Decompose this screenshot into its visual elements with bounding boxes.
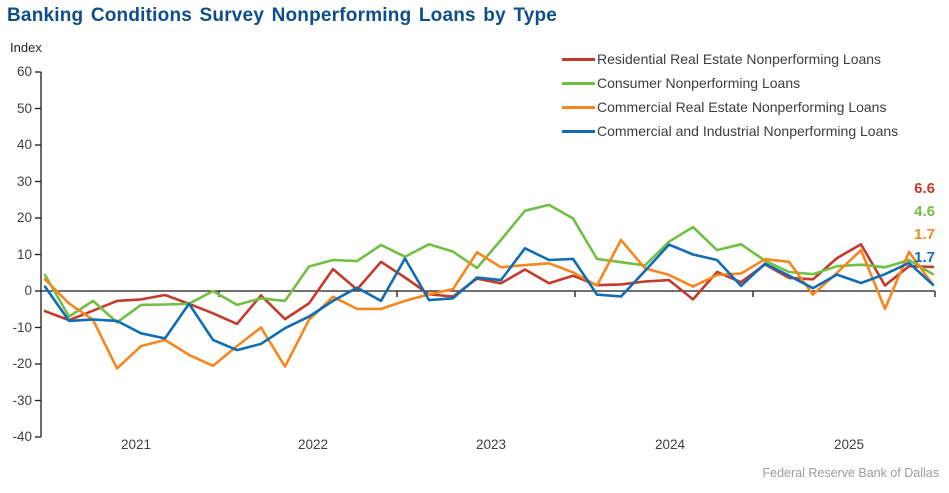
- end-value-label-commercial_industrial: 1.7: [914, 249, 935, 266]
- legend-line-swatch-consumer: [562, 81, 595, 85]
- y-tick-label: 10: [16, 246, 32, 262]
- x-year-label: 2024: [654, 437, 686, 452]
- legend-label: Commercial Real Estate Nonperforming Loa…: [597, 99, 887, 115]
- y-tick-label: 50: [16, 100, 32, 116]
- y-tick-label: 40: [16, 137, 32, 152]
- x-year-label: 2022: [297, 437, 329, 452]
- end-value-label-consumer: 4.6: [914, 203, 935, 220]
- legend-line-swatch-residential: [562, 57, 595, 61]
- y-axis-unit-label: Index: [10, 40, 42, 55]
- x-year-label: 2021: [120, 437, 152, 452]
- page-title: Banking Conditions Survey Nonperforming …: [7, 5, 558, 26]
- series-line-commercial_industrial: [43, 243, 935, 352]
- footer-credit: Federal Reserve Bank of Dallas: [762, 466, 939, 480]
- end-value-label-residential: 6.6: [914, 180, 935, 197]
- legend-line-swatch-commercial_re: [562, 105, 595, 109]
- series-line-consumer: [43, 203, 935, 324]
- y-tick-label: -30: [12, 392, 32, 408]
- legend-item-residential: Residential Real Estate Nonperforming Lo…: [562, 50, 881, 68]
- y-tick-label: 30: [16, 173, 32, 189]
- end-value-label-commercial_re: 1.7: [914, 226, 935, 243]
- y-tick-label: -10: [12, 319, 32, 335]
- series-line-commercial_re: [43, 238, 935, 370]
- y-tick-label: -20: [12, 356, 32, 371]
- legend-label: Consumer Nonperforming Loans: [597, 75, 801, 91]
- y-tick-label: 60: [16, 64, 32, 79]
- x-year-label: 2025: [833, 437, 865, 452]
- y-tick-label: -40: [12, 429, 32, 444]
- legend-item-consumer: Consumer Nonperforming Loans: [562, 74, 800, 92]
- y-tick-label: 0: [24, 283, 32, 298]
- legend-label: Residential Real Estate Nonperforming Lo…: [597, 51, 882, 67]
- x-year-label: 2023: [475, 437, 507, 452]
- legend-line-swatch-commercial_industrial: [562, 129, 595, 133]
- legend-item-commercial_industrial: Commercial and Industrial Nonperforming …: [562, 122, 898, 140]
- legend-item-commercial_re: Commercial Real Estate Nonperforming Loa…: [562, 98, 886, 116]
- legend-label: Commercial and Industrial Nonperforming …: [597, 123, 899, 139]
- series-line-residential: [43, 243, 935, 326]
- y-tick-label: 20: [16, 210, 32, 225]
